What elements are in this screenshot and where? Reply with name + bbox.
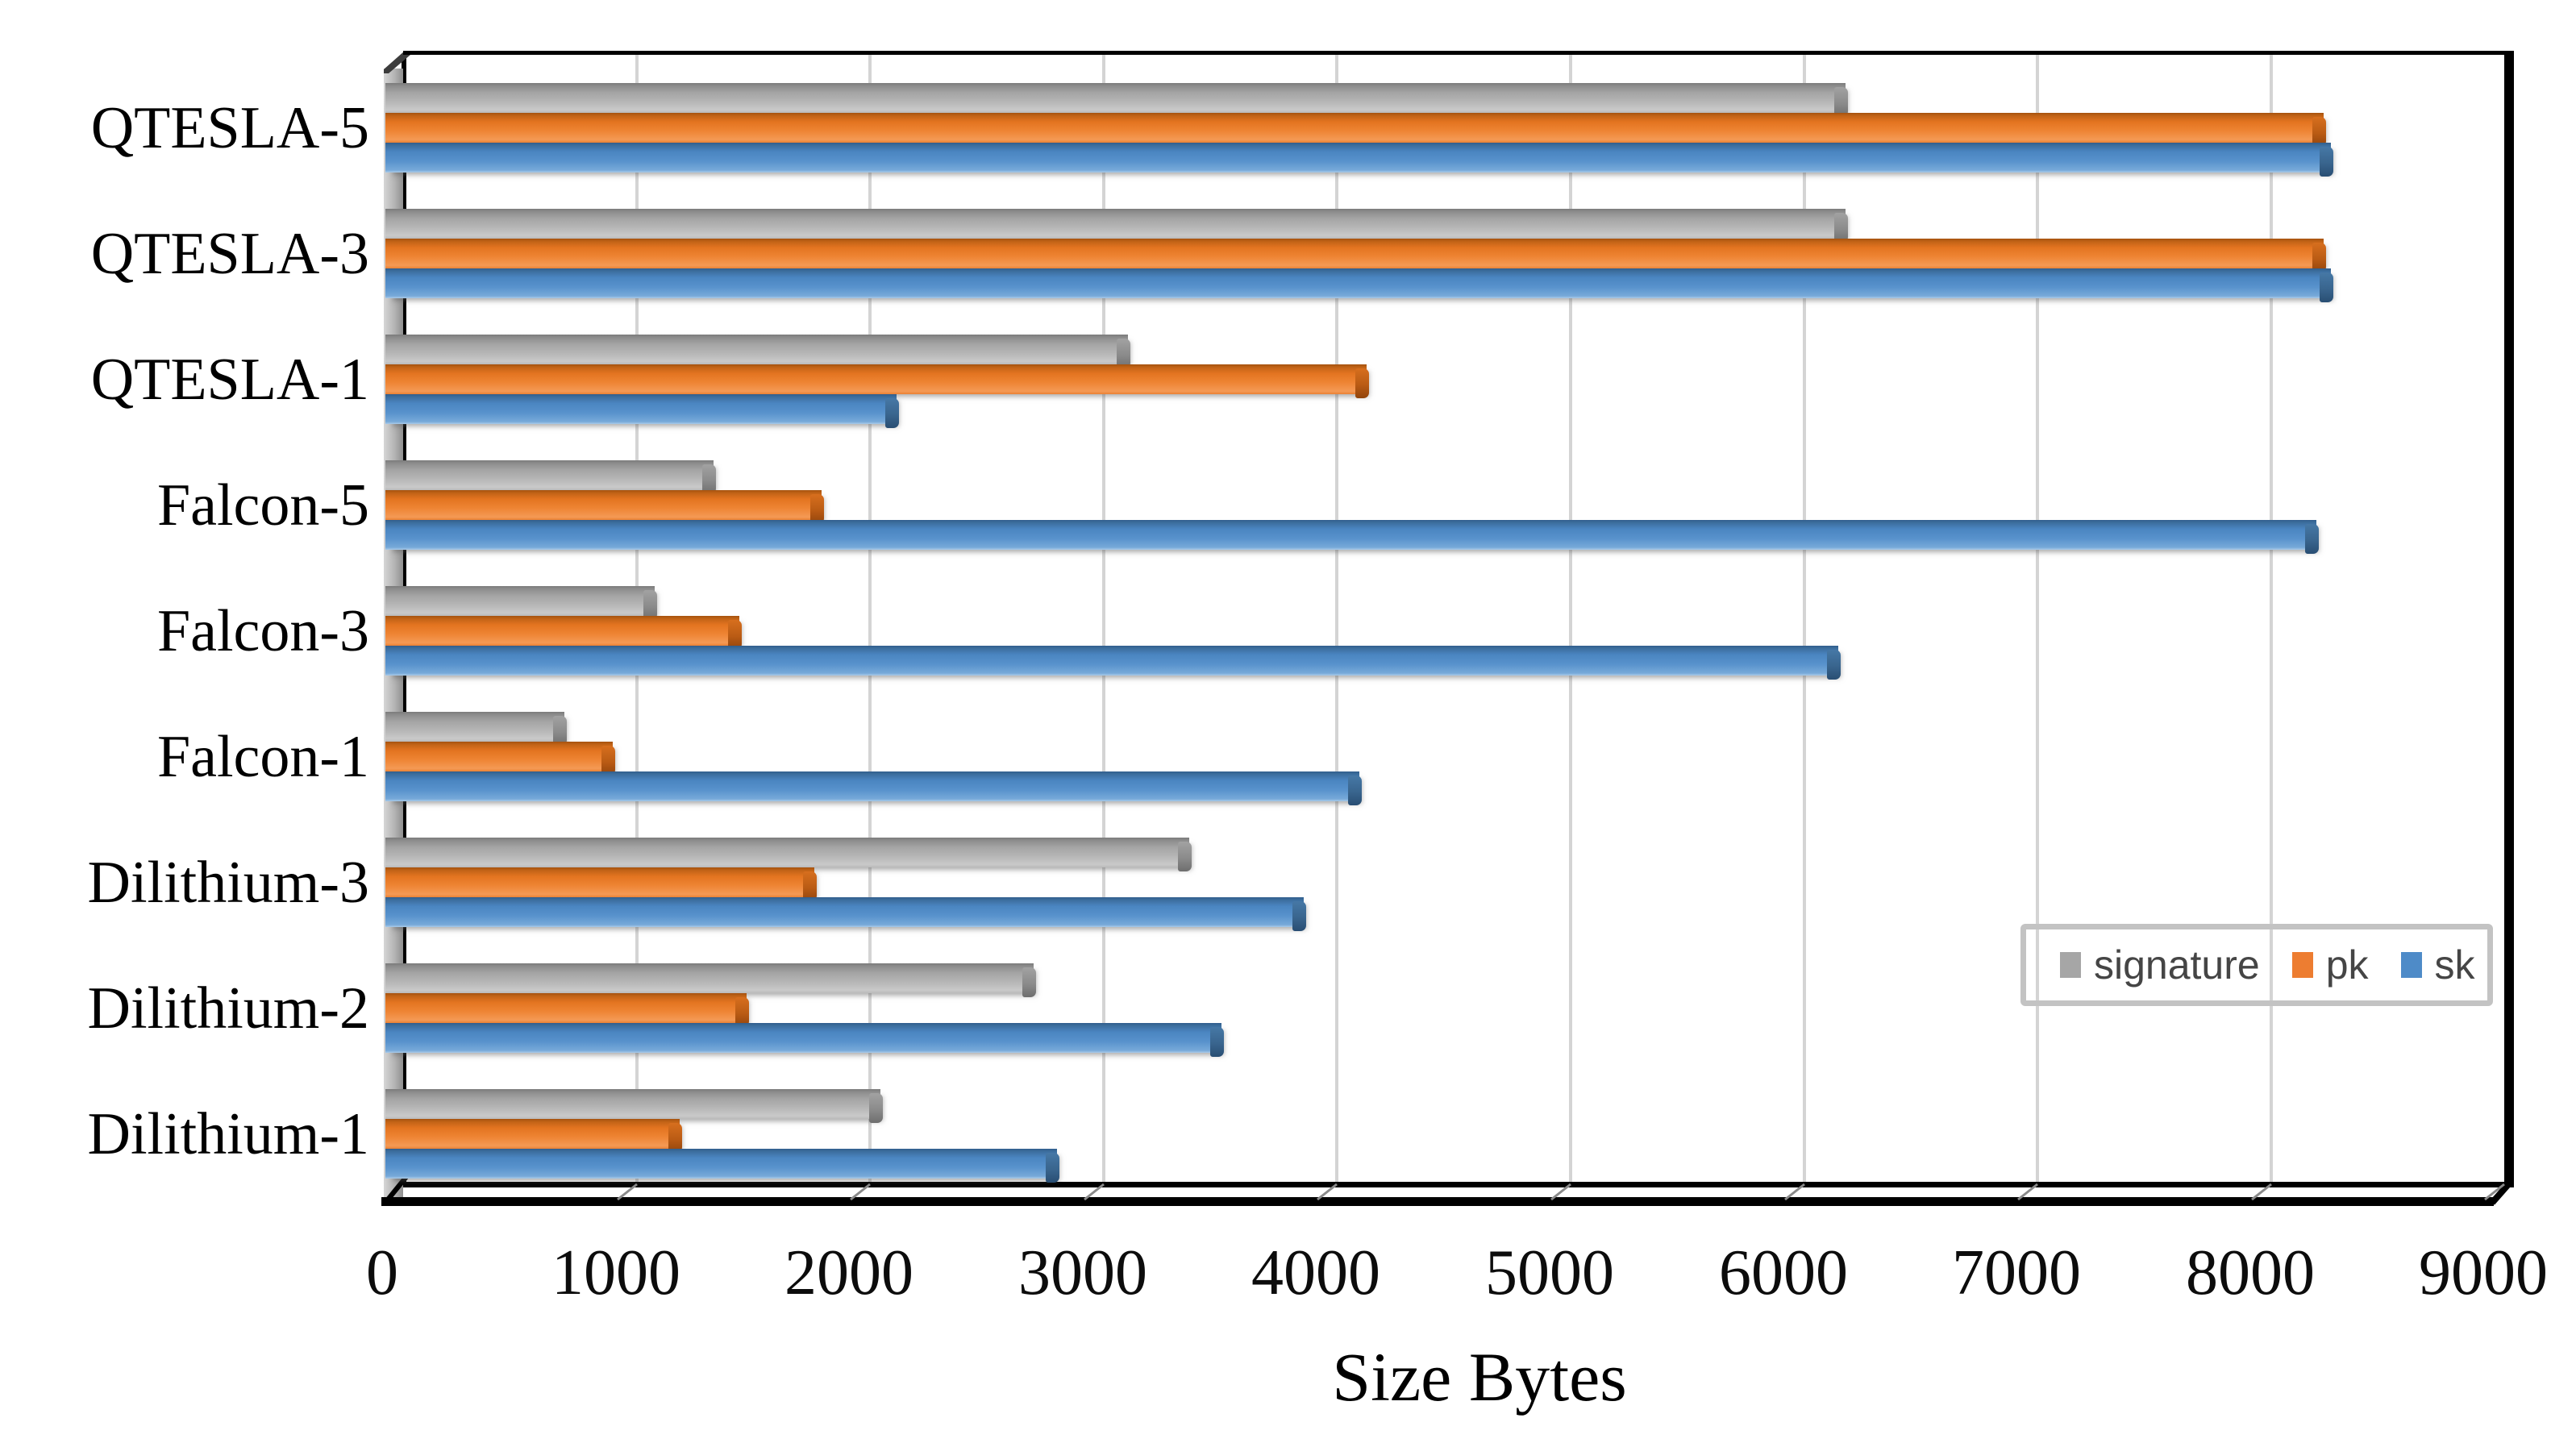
x-tick-label-6000: 6000	[1719, 1237, 1848, 1308]
bar-end-cap-Falcon-1-pk	[601, 746, 615, 776]
legend-swatch-sk-icon	[2400, 952, 2422, 978]
bar-end-cap-Dilithium-2-pk	[735, 997, 749, 1027]
gridline-3000	[1102, 55, 1105, 1182]
x-tick-label-3000: 3000	[1018, 1237, 1147, 1308]
bar-QTESLA-5-signature	[385, 83, 1846, 113]
bar-Dilithium-1-signature	[385, 1089, 880, 1119]
bar-Dilithium-2-pk	[385, 993, 747, 1023]
legend-item-signature: signature	[2060, 942, 2260, 988]
plot-top-border	[403, 51, 2514, 55]
bar-end-cap-Dilithium-3-sk	[1292, 901, 1306, 931]
bar-end-cap-Dilithium-2-sk	[1210, 1027, 1224, 1057]
category-label-QTESLA-1: QTESLA-1	[90, 347, 369, 413]
category-label-Falcon-3: Falcon-3	[156, 598, 369, 664]
bar-Dilithium-3-pk	[385, 867, 814, 897]
bar-end-cap-Dilithium-3-pk	[803, 871, 817, 901]
bar-Falcon-1-signature	[385, 712, 564, 742]
bar-end-cap-Dilithium-2-signature	[1022, 967, 1036, 997]
category-label-QTESLA-3: QTESLA-3	[90, 221, 369, 287]
x-tick-label-9000: 9000	[2419, 1237, 2548, 1308]
legend: signature pk sk	[2020, 924, 2493, 1006]
bar-Falcon-5-signature	[385, 460, 714, 490]
bar-end-cap-QTESLA-1-sk	[885, 398, 899, 428]
x-tick-label-5000: 5000	[1485, 1237, 1614, 1308]
bar-end-cap-Falcon-5-sk	[2305, 524, 2319, 554]
x-tick-label-7000: 7000	[1952, 1237, 2081, 1308]
x-tick-label-4000: 4000	[1251, 1237, 1380, 1308]
bar-Dilithium-3-signature	[385, 838, 1189, 867]
bar-QTESLA-3-pk	[385, 239, 2324, 268]
category-label-Falcon-1: Falcon-1	[156, 724, 369, 790]
legend-item-sk: sk	[2400, 942, 2475, 988]
bar-QTESLA-1-pk	[385, 364, 1367, 394]
bar-Falcon-3-pk	[385, 616, 739, 646]
category-label-QTESLA-5: QTESLA-5	[90, 95, 369, 161]
bar-end-cap-QTESLA-3-sk	[2320, 272, 2333, 302]
category-label-Falcon-5: Falcon-5	[156, 472, 369, 539]
bar-Falcon-1-pk	[385, 742, 613, 771]
bar-end-cap-Falcon-5-pk	[810, 494, 824, 524]
bar-end-cap-Falcon-3-pk	[728, 620, 742, 650]
bar-end-cap-QTESLA-1-signature	[1117, 339, 1130, 368]
x-tick-label-8000: 8000	[2186, 1237, 2315, 1308]
bar-end-cap-Falcon-3-signature	[643, 590, 657, 620]
bar-Dilithium-1-sk	[385, 1149, 1057, 1179]
bar-QTESLA-5-sk	[385, 143, 2331, 173]
bar-Dilithium-1-pk	[385, 1119, 680, 1149]
bar-end-cap-Dilithium-1-signature	[869, 1093, 883, 1123]
category-label-Dilithium-2: Dilithium-2	[87, 975, 369, 1042]
bar-Dilithium-3-sk	[385, 897, 1304, 927]
bar-Falcon-5-sk	[385, 520, 2316, 550]
gridline-2000	[868, 55, 872, 1182]
bar-end-cap-Dilithium-1-sk	[1046, 1153, 1059, 1183]
bar-Falcon-3-signature	[385, 586, 655, 616]
bar-Falcon-3-sk	[385, 646, 1838, 676]
x-axis-title: Size Bytes	[1332, 1338, 1627, 1416]
gridline-4000	[1335, 55, 1338, 1182]
category-label-Dilithium-1: Dilithium-1	[87, 1101, 369, 1167]
bar-end-cap-QTESLA-5-signature	[1834, 87, 1848, 117]
bar-end-cap-QTESLA-5-pk	[2312, 117, 2326, 147]
plot-right-border	[2504, 51, 2514, 1183]
legend-swatch-pk-icon	[2291, 952, 2313, 978]
x-tick-label-1000: 1000	[551, 1237, 680, 1308]
bar-QTESLA-1-signature	[385, 335, 1128, 364]
category-label-Dilithium-3: Dilithium-3	[87, 850, 369, 916]
legend-label-sk: sk	[2434, 942, 2475, 988]
x-tick-label-0: 0	[366, 1237, 398, 1308]
bar-QTESLA-5-pk	[385, 113, 2324, 143]
legend-label-pk: pk	[2325, 942, 2369, 988]
gridline-8000	[2270, 55, 2273, 1182]
bar-Falcon-5-pk	[385, 490, 822, 520]
bar-Dilithium-2-sk	[385, 1023, 1221, 1053]
bar-end-cap-QTESLA-3-signature	[1834, 213, 1848, 243]
bar-QTESLA-1-sk	[385, 394, 897, 424]
gridline-6000	[1803, 55, 1806, 1182]
bar-end-cap-QTESLA-5-sk	[2320, 147, 2333, 177]
legend-item-pk: pk	[2291, 942, 2369, 988]
bar-QTESLA-3-sk	[385, 268, 2331, 298]
bar-end-cap-Falcon-3-sk	[1827, 650, 1841, 680]
bar-end-cap-Falcon-1-signature	[553, 716, 567, 746]
x-tick-label-2000: 2000	[784, 1237, 913, 1308]
bar-end-cap-QTESLA-3-pk	[2312, 243, 2326, 272]
legend-swatch-signature-icon	[2060, 952, 2081, 978]
gridline-7000	[2036, 55, 2039, 1182]
bar-end-cap-Falcon-1-sk	[1348, 776, 1362, 805]
gridline-5000	[1569, 55, 1572, 1182]
bar-end-cap-Dilithium-1-pk	[668, 1123, 682, 1153]
legend-label-signature: signature	[2094, 942, 2260, 988]
bar-end-cap-Falcon-5-signature	[702, 464, 716, 494]
bar-QTESLA-3-signature	[385, 209, 1846, 239]
bar-Falcon-1-sk	[385, 771, 1359, 801]
bar-Dilithium-2-signature	[385, 963, 1034, 993]
bar-end-cap-Dilithium-3-signature	[1178, 842, 1192, 871]
bar-end-cap-QTESLA-1-pk	[1355, 368, 1369, 398]
